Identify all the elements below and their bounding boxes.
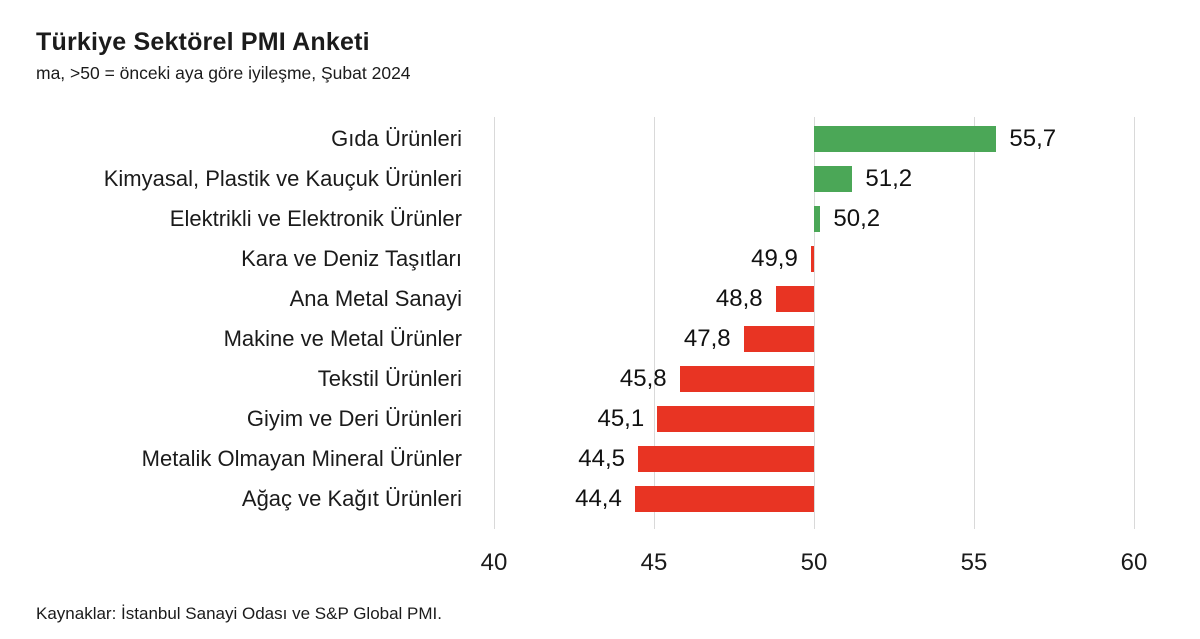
bar-value-label: 50,2 [833,205,881,232]
bar-value-label: 44,5 [578,445,625,472]
category-label: Kimyasal, Plastik ve Kauçuk Ürünleri [103,166,462,191]
chart-title: Türkiye Sektörel PMI Anketi [36,28,370,56]
x-tick-label: 40 [480,549,508,576]
category-label: Tekstil Ürünleri [317,366,462,391]
bar-below-baseline [679,366,814,392]
category-label: Elektrikli ve Elektronik Ürünler [169,206,462,231]
bar-value-label: 45,1 [597,405,645,432]
category-label: Ağaç ve Kağıt Ürünleri [241,486,462,511]
bar-above-baseline [814,166,853,192]
bar-below-baseline [634,486,814,512]
bar-value-label: 48,8 [715,285,763,312]
bar-above-baseline [814,126,997,152]
x-tick-label: 50 [800,549,828,576]
chart-subtitle: ma, >50 = önceki aya göre iyileşme, Şuba… [36,63,411,83]
bar-value-label: 49,9 [751,245,798,272]
source-note: Kaynaklar: İstanbul Sanayi Odası ve S&P … [36,604,443,623]
bar-below-baseline [810,246,814,272]
bar-below-baseline [775,286,814,312]
category-label: Gıda Ürünleri [331,126,462,151]
category-label: Kara ve Deniz Taşıtları [241,246,462,271]
bar-value-label: 44,4 [575,485,622,512]
category-label: Metalik Olmayan Mineral Ürünler [141,446,462,471]
category-label: Giyim ve Deri Ürünleri [246,406,462,431]
bar-below-baseline [657,406,814,432]
gridline-45 [653,117,655,529]
bar-value-label: 51,2 [865,165,913,192]
gridline-55 [973,117,975,529]
gridline-60 [1133,117,1135,529]
bar-value-label: 47,8 [683,325,731,352]
gridline-40 [493,117,495,529]
bar-above-baseline [814,206,821,232]
bar-below-baseline [743,326,814,352]
x-tick-label: 55 [960,549,988,576]
bar-below-baseline [638,446,814,472]
category-label: Makine ve Metal Ürünler [223,326,462,351]
category-label: Ana Metal Sanayi [289,286,462,311]
bar-value-label: 45,8 [619,365,667,392]
bar-value-label: 55,7 [1009,125,1057,152]
gridline-50 [813,117,815,529]
x-tick-label: 60 [1120,549,1148,576]
x-tick-label: 45 [640,549,668,576]
